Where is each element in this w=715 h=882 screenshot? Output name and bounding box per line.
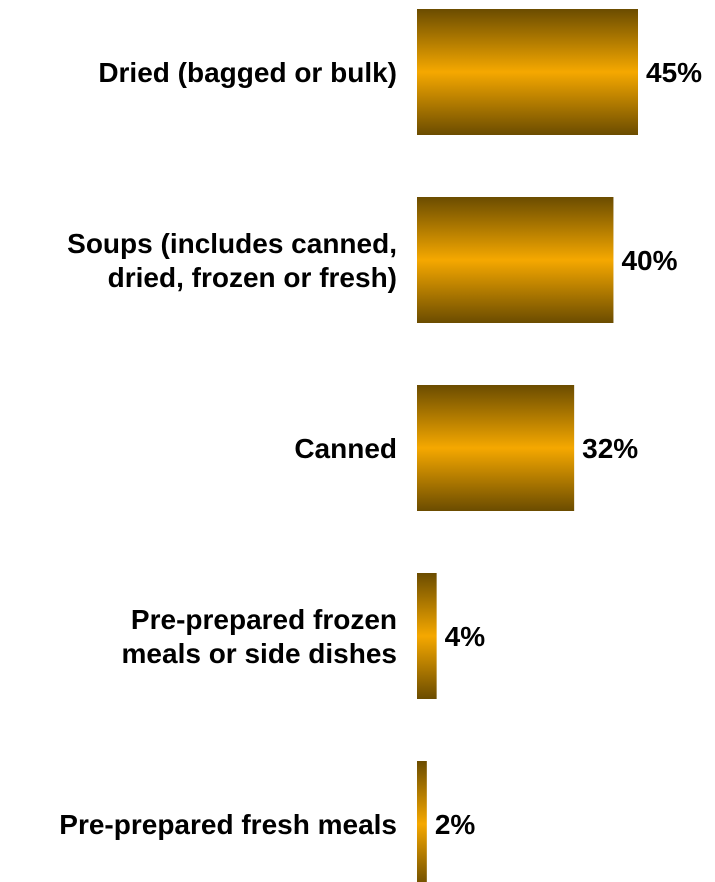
data-label: 40% [621,245,677,276]
data-label: 2% [435,809,476,840]
bar [417,9,638,135]
category-label: Pre-prepared frozen meals or side dishes [122,604,397,669]
category-labels-layer: Dried (bagged or bulk) Soups (includes ca… [59,57,397,840]
data-label: 45% [646,57,702,88]
data-label: 4% [445,621,486,652]
bar [417,197,614,323]
category-label: Canned [294,433,397,464]
data-label: 32% [582,433,638,464]
bar [417,761,427,882]
category-label: Soups (includes canned, dried, frozen or … [67,228,397,293]
category-label: Pre-prepared fresh meals [59,809,397,840]
bar [417,385,575,511]
bar [417,573,437,699]
category-label: Dried (bagged or bulk) [98,57,397,88]
data-labels-layer: 45% 40% 32% 4% 2% [435,57,702,840]
bars-layer [417,9,638,882]
